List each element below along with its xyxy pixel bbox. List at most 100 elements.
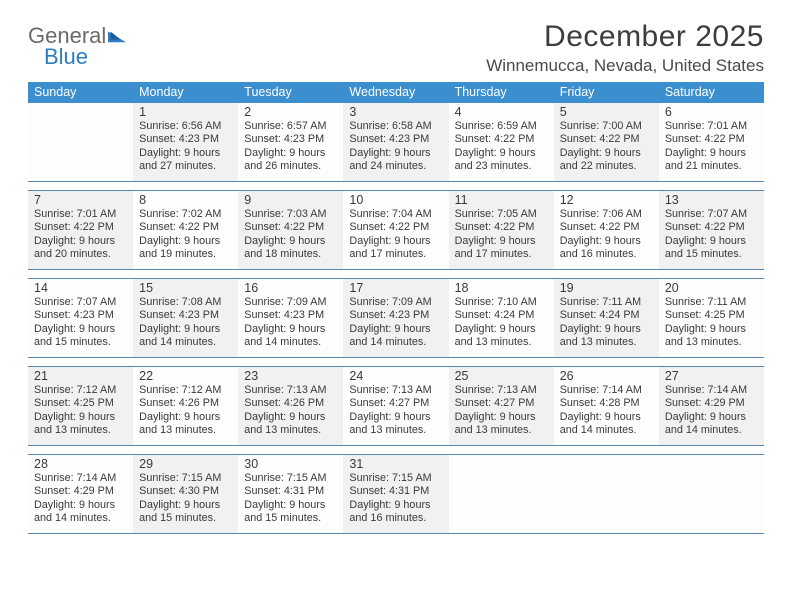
day-detail-line: and 15 minutes. bbox=[665, 248, 760, 261]
day-cell bbox=[28, 103, 133, 181]
week-row: 28Sunrise: 7:14 AMSunset: 4:29 PMDayligh… bbox=[28, 454, 764, 534]
calendar: SundayMondayTuesdayWednesdayThursdayFrid… bbox=[28, 82, 764, 534]
day-cell: 8Sunrise: 7:02 AMSunset: 4:22 PMDaylight… bbox=[133, 191, 238, 269]
day-cell: 15Sunrise: 7:08 AMSunset: 4:23 PMDayligh… bbox=[133, 279, 238, 357]
day-detail-line: Sunrise: 7:14 AM bbox=[34, 472, 129, 485]
day-detail-line: Daylight: 9 hours bbox=[349, 411, 444, 424]
day-detail-line: Sunset: 4:29 PM bbox=[34, 485, 129, 498]
day-detail-line: Sunset: 4:24 PM bbox=[455, 309, 550, 322]
day-detail-line: Daylight: 9 hours bbox=[244, 323, 339, 336]
day-detail-line: Daylight: 9 hours bbox=[34, 411, 129, 424]
day-detail-line: and 14 minutes. bbox=[139, 336, 234, 349]
day-cell: 22Sunrise: 7:12 AMSunset: 4:26 PMDayligh… bbox=[133, 367, 238, 445]
day-detail-line: Sunrise: 7:15 AM bbox=[349, 472, 444, 485]
day-detail-line: Daylight: 9 hours bbox=[665, 147, 760, 160]
day-detail-line: and 16 minutes. bbox=[560, 248, 655, 261]
day-detail-line: Daylight: 9 hours bbox=[34, 499, 129, 512]
day-detail-line: Sunrise: 7:11 AM bbox=[560, 296, 655, 309]
day-detail-line: Sunset: 4:23 PM bbox=[139, 309, 234, 322]
day-number: 11 bbox=[455, 193, 550, 207]
day-detail-line: Daylight: 9 hours bbox=[455, 235, 550, 248]
day-detail-line: Sunrise: 7:13 AM bbox=[244, 384, 339, 397]
day-detail-line: and 20 minutes. bbox=[34, 248, 129, 261]
day-cell: 2Sunrise: 6:57 AMSunset: 4:23 PMDaylight… bbox=[238, 103, 343, 181]
location-subtitle: Winnemucca, Nevada, United States bbox=[486, 56, 764, 76]
day-cell: 17Sunrise: 7:09 AMSunset: 4:23 PMDayligh… bbox=[343, 279, 448, 357]
day-number: 14 bbox=[34, 281, 129, 295]
day-cell: 21Sunrise: 7:12 AMSunset: 4:25 PMDayligh… bbox=[28, 367, 133, 445]
day-detail-line: Daylight: 9 hours bbox=[139, 235, 234, 248]
day-detail-line: Sunrise: 7:13 AM bbox=[349, 384, 444, 397]
day-number: 25 bbox=[455, 369, 550, 383]
day-detail-line: Sunrise: 7:12 AM bbox=[139, 384, 234, 397]
day-detail-line: Sunrise: 7:09 AM bbox=[244, 296, 339, 309]
day-cell: 16Sunrise: 7:09 AMSunset: 4:23 PMDayligh… bbox=[238, 279, 343, 357]
day-number: 16 bbox=[244, 281, 339, 295]
day-cell bbox=[659, 455, 764, 533]
day-detail-line: Sunset: 4:24 PM bbox=[560, 309, 655, 322]
day-number: 4 bbox=[455, 105, 550, 119]
day-cell: 10Sunrise: 7:04 AMSunset: 4:22 PMDayligh… bbox=[343, 191, 448, 269]
day-detail-line: and 14 minutes. bbox=[349, 336, 444, 349]
day-detail-line: Sunrise: 7:14 AM bbox=[665, 384, 760, 397]
day-cell: 18Sunrise: 7:10 AMSunset: 4:24 PMDayligh… bbox=[449, 279, 554, 357]
day-detail-line: Daylight: 9 hours bbox=[349, 499, 444, 512]
day-detail-line: Sunrise: 7:05 AM bbox=[455, 208, 550, 221]
day-cell: 12Sunrise: 7:06 AMSunset: 4:22 PMDayligh… bbox=[554, 191, 659, 269]
day-detail-line: Sunrise: 7:01 AM bbox=[34, 208, 129, 221]
flag-icon bbox=[108, 29, 126, 43]
day-detail-line: Sunset: 4:23 PM bbox=[349, 133, 444, 146]
day-number: 7 bbox=[34, 193, 129, 207]
day-detail-line: and 17 minutes. bbox=[349, 248, 444, 261]
day-detail-line: Sunrise: 7:10 AM bbox=[455, 296, 550, 309]
day-number: 9 bbox=[244, 193, 339, 207]
day-cell: 28Sunrise: 7:14 AMSunset: 4:29 PMDayligh… bbox=[28, 455, 133, 533]
day-number: 29 bbox=[139, 457, 234, 471]
day-detail-line: and 14 minutes. bbox=[665, 424, 760, 437]
day-detail-line: and 15 minutes. bbox=[139, 512, 234, 525]
week-row: 1Sunrise: 6:56 AMSunset: 4:23 PMDaylight… bbox=[28, 103, 764, 182]
day-detail-line: Sunset: 4:25 PM bbox=[665, 309, 760, 322]
day-detail-line: Daylight: 9 hours bbox=[665, 235, 760, 248]
day-detail-line: Sunset: 4:28 PM bbox=[560, 397, 655, 410]
day-cell: 27Sunrise: 7:14 AMSunset: 4:29 PMDayligh… bbox=[659, 367, 764, 445]
day-detail-line: Sunrise: 7:06 AM bbox=[560, 208, 655, 221]
day-detail-line: Daylight: 9 hours bbox=[139, 411, 234, 424]
weekday-header-friday: Friday bbox=[554, 82, 659, 103]
day-detail-line: and 24 minutes. bbox=[349, 160, 444, 173]
day-detail-line: Daylight: 9 hours bbox=[139, 323, 234, 336]
day-number: 27 bbox=[665, 369, 760, 383]
day-detail-line: Daylight: 9 hours bbox=[139, 147, 234, 160]
day-detail-line: Sunset: 4:26 PM bbox=[244, 397, 339, 410]
weekday-header-wednesday: Wednesday bbox=[343, 82, 448, 103]
month-title: December 2025 bbox=[486, 20, 764, 54]
day-cell: 1Sunrise: 6:56 AMSunset: 4:23 PMDaylight… bbox=[133, 103, 238, 181]
day-cell bbox=[449, 455, 554, 533]
day-detail-line: Sunrise: 6:58 AM bbox=[349, 120, 444, 133]
day-number: 3 bbox=[349, 105, 444, 119]
day-detail-line: Sunrise: 7:03 AM bbox=[244, 208, 339, 221]
weekday-header-monday: Monday bbox=[133, 82, 238, 103]
day-detail-line: and 13 minutes. bbox=[455, 424, 550, 437]
day-detail-line: Daylight: 9 hours bbox=[560, 323, 655, 336]
day-detail-line: Sunrise: 7:02 AM bbox=[139, 208, 234, 221]
day-detail-line: Sunset: 4:23 PM bbox=[244, 133, 339, 146]
logo-word-blue: Blue bbox=[44, 47, 126, 68]
day-detail-line: Daylight: 9 hours bbox=[560, 147, 655, 160]
day-detail-line: and 13 minutes. bbox=[139, 424, 234, 437]
day-detail-line: Sunrise: 7:14 AM bbox=[560, 384, 655, 397]
day-number: 17 bbox=[349, 281, 444, 295]
day-number: 6 bbox=[665, 105, 760, 119]
day-detail-line: and 21 minutes. bbox=[665, 160, 760, 173]
day-detail-line: Daylight: 9 hours bbox=[34, 235, 129, 248]
day-cell: 29Sunrise: 7:15 AMSunset: 4:30 PMDayligh… bbox=[133, 455, 238, 533]
day-cell bbox=[554, 455, 659, 533]
day-detail-line: and 13 minutes. bbox=[560, 336, 655, 349]
weekday-header-saturday: Saturday bbox=[659, 82, 764, 103]
day-detail-line: Sunset: 4:22 PM bbox=[665, 221, 760, 234]
day-detail-line: Sunset: 4:27 PM bbox=[349, 397, 444, 410]
day-detail-line: Sunset: 4:22 PM bbox=[560, 221, 655, 234]
day-detail-line: and 14 minutes. bbox=[560, 424, 655, 437]
day-detail-line: Sunset: 4:22 PM bbox=[349, 221, 444, 234]
day-detail-line: Sunset: 4:31 PM bbox=[349, 485, 444, 498]
